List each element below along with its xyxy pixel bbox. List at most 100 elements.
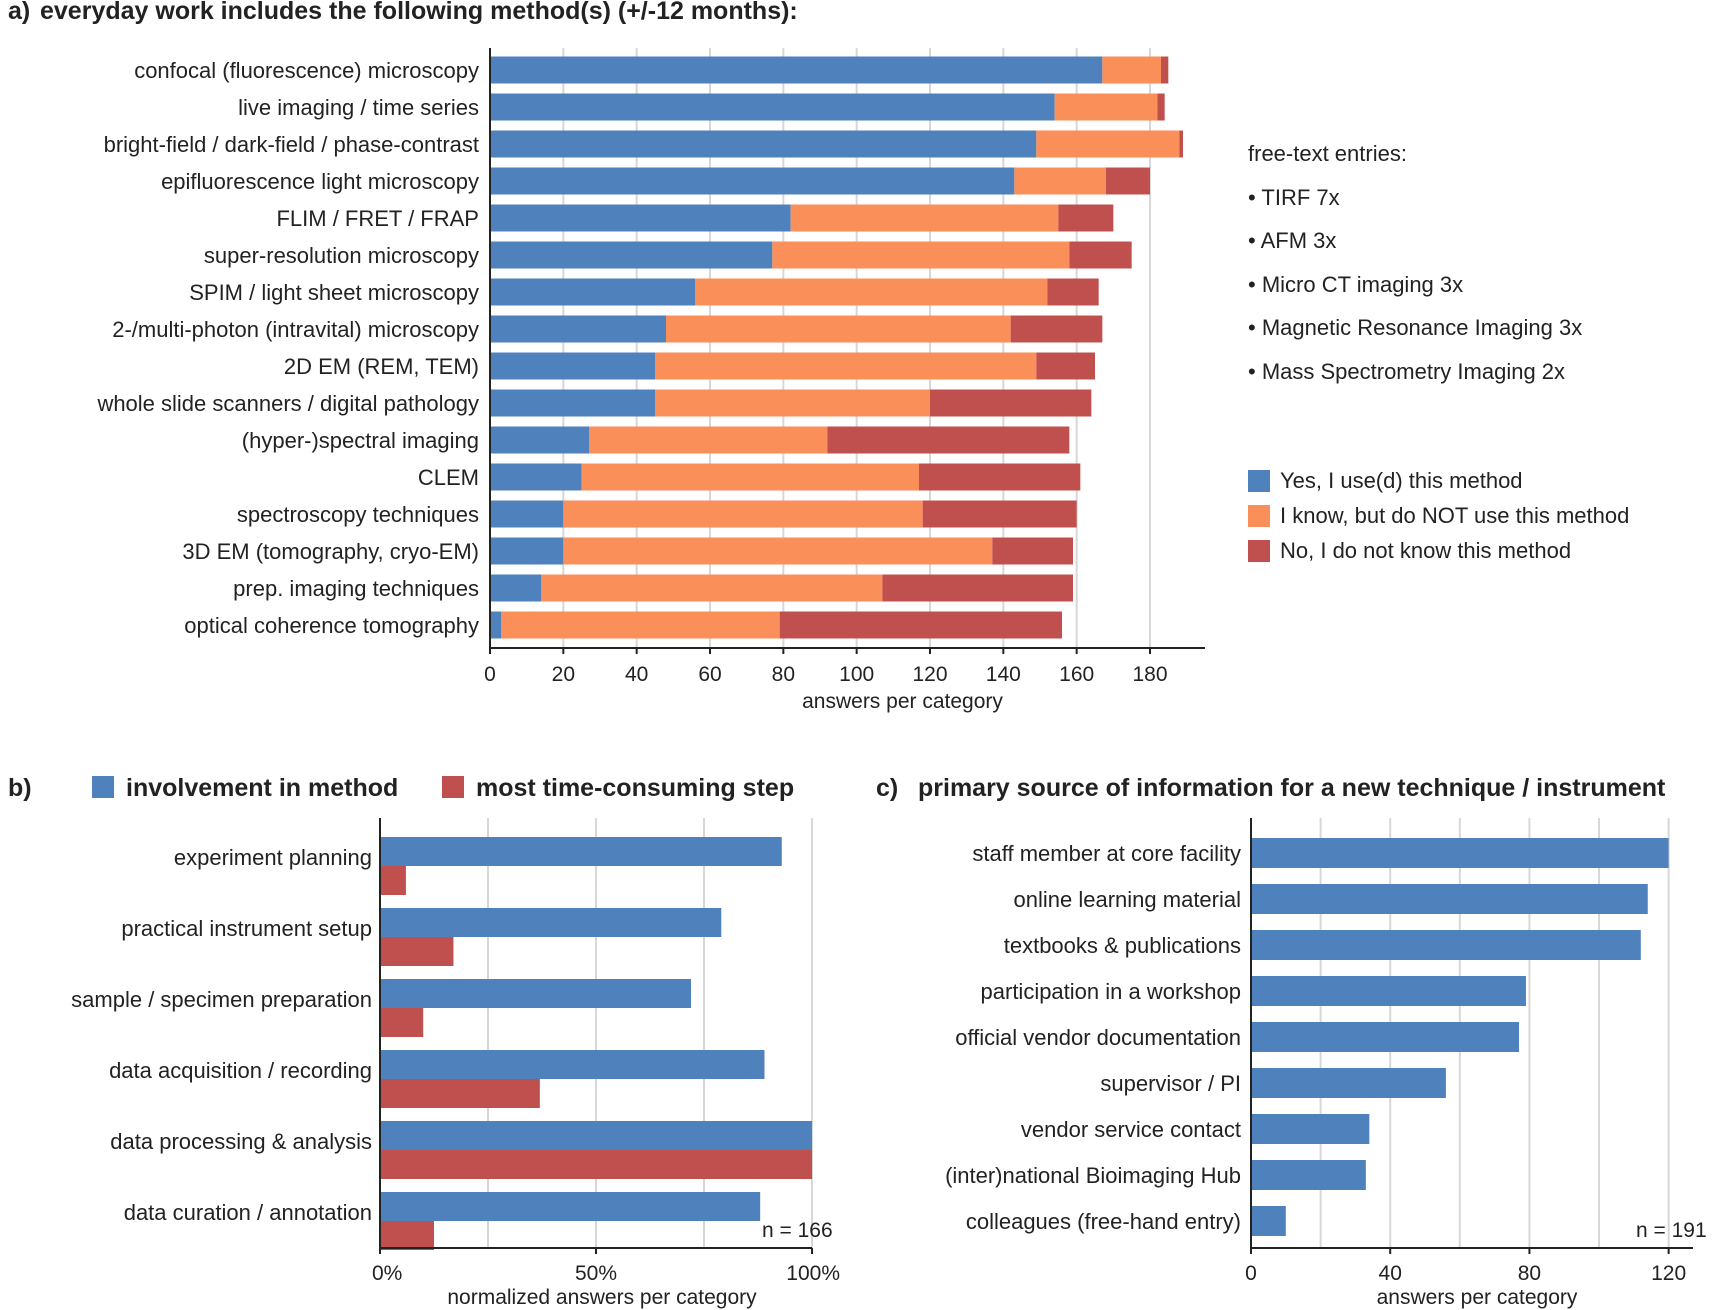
legend-swatch-know xyxy=(1248,505,1270,527)
panel-b-tag: b) xyxy=(8,774,32,802)
bar-know xyxy=(655,389,930,417)
bar-no xyxy=(827,426,1070,454)
bar-yes xyxy=(490,389,655,417)
category-label: optical coherence tomography xyxy=(184,613,479,638)
x-tick-label: 80 xyxy=(1518,1262,1541,1285)
category-label: (inter)national Bioimaging Hub xyxy=(945,1163,1241,1188)
bar xyxy=(1251,884,1648,914)
bar-no xyxy=(882,574,1073,602)
bar xyxy=(1251,1160,1366,1190)
bar-time-consuming xyxy=(380,1221,434,1250)
bar-time-consuming xyxy=(380,1150,812,1179)
bar-yes xyxy=(490,315,666,343)
x-tick-label: 60 xyxy=(698,663,721,686)
bar-know xyxy=(1102,56,1161,84)
bar-no xyxy=(922,500,1077,528)
bar xyxy=(1251,930,1641,960)
bar xyxy=(1251,1114,1370,1144)
category-label: CLEM xyxy=(418,465,479,490)
bar-know xyxy=(581,463,919,491)
freetext-item: • AFM 3x xyxy=(1248,228,1336,253)
panel-c-n: n = 191 xyxy=(1636,1219,1707,1242)
x-tick-label: 40 xyxy=(625,663,648,686)
x-axis-title: answers per category xyxy=(802,690,1003,713)
category-label: supervisor / PI xyxy=(1100,1071,1241,1096)
bar xyxy=(1251,1022,1519,1052)
panel-a-title: everyday work includes the following met… xyxy=(40,0,798,25)
category-label: textbooks & publications xyxy=(1004,933,1241,958)
category-label: (hyper-)spectral imaging xyxy=(242,428,479,453)
bar-know xyxy=(1054,93,1158,121)
bar-know xyxy=(501,611,780,639)
bar-no xyxy=(1106,167,1150,195)
legend-swatch-no xyxy=(1248,540,1270,562)
bar-no xyxy=(1179,130,1183,158)
chart-a: confocal (fluorescence) microscopy live i… xyxy=(96,48,1205,713)
legend-swatch-involvement xyxy=(92,776,114,798)
bar-know xyxy=(563,500,923,528)
x-tick-label: 140 xyxy=(986,663,1021,686)
category-label: 3D EM (tomography, cryo-EM) xyxy=(182,539,479,564)
bar-no xyxy=(919,463,1081,491)
bar-no xyxy=(1036,352,1095,380)
bar-involvement xyxy=(380,837,782,866)
bar-yes xyxy=(490,130,1037,158)
bar-yes xyxy=(490,352,655,380)
legend-label-no: No, I do not know this method xyxy=(1280,538,1571,563)
bar-time-consuming xyxy=(380,866,406,895)
category-label: practical instrument setup xyxy=(121,916,372,941)
bar-yes xyxy=(490,204,791,232)
x-tick-label: 100 xyxy=(839,663,874,686)
bar xyxy=(1251,1068,1446,1098)
panel-c-title: primary source of information for a new … xyxy=(918,774,1666,802)
bar-no xyxy=(1157,93,1165,121)
category-label: confocal (fluorescence) microscopy xyxy=(134,58,479,83)
x-tick-label: 20 xyxy=(552,663,575,686)
category-label: FLIM / FRET / FRAP xyxy=(276,206,479,231)
bar-time-consuming xyxy=(380,937,454,966)
bar-know xyxy=(772,241,1070,269)
bar-yes xyxy=(490,611,501,639)
legend-label-involvement: involvement in method xyxy=(126,774,398,802)
category-label: spectroscopy techniques xyxy=(237,502,479,527)
category-label: 2D EM (REM, TEM) xyxy=(284,354,479,379)
bar-know xyxy=(541,574,883,602)
x-tick-label: 0 xyxy=(484,663,496,686)
bar-yes xyxy=(490,574,542,602)
bar-know xyxy=(563,537,993,565)
legend-label-know: I know, but do NOT use this method xyxy=(1280,503,1629,528)
bar-involvement xyxy=(380,908,722,937)
bar-know xyxy=(589,426,828,454)
bar-involvement xyxy=(380,1121,812,1150)
bar-know xyxy=(666,315,1011,343)
category-label: data curation / annotation xyxy=(124,1200,372,1225)
bar-yes xyxy=(490,241,773,269)
x-tick-label: 120 xyxy=(912,663,947,686)
category-label: vendor service contact xyxy=(1021,1117,1241,1142)
bar-no xyxy=(1069,241,1132,269)
bar-yes xyxy=(490,500,564,528)
category-label: participation in a workshop xyxy=(981,979,1241,1004)
x-tick-label: 80 xyxy=(772,663,795,686)
bar-yes xyxy=(490,537,564,565)
category-label: experiment planning xyxy=(174,845,372,870)
x-tick-label: 50% xyxy=(575,1262,617,1285)
bar-yes xyxy=(490,167,1015,195)
panel-c-tag: c) xyxy=(876,774,898,802)
x-tick-label: 40 xyxy=(1379,1262,1402,1285)
legend-label-time-consuming: most time-consuming step xyxy=(476,774,794,802)
x-tick-label: 100% xyxy=(786,1262,840,1285)
category-label: sample / specimen preparation xyxy=(71,987,372,1012)
x-axis-title: answers per category xyxy=(1377,1286,1578,1309)
bar xyxy=(1251,976,1526,1006)
category-label: 2-/multi-photon (intravital) microscopy xyxy=(112,317,479,342)
bar-yes xyxy=(490,278,696,306)
category-label: staff member at core facility xyxy=(972,841,1241,866)
category-label: data acquisition / recording xyxy=(109,1058,372,1083)
category-label: live imaging / time series xyxy=(238,95,479,120)
bar-know xyxy=(790,204,1059,232)
legend-label-yes: Yes, I use(d) this method xyxy=(1280,468,1523,493)
freetext-title: free-text entries: xyxy=(1248,141,1407,166)
x-tick-label: 180 xyxy=(1132,663,1167,686)
